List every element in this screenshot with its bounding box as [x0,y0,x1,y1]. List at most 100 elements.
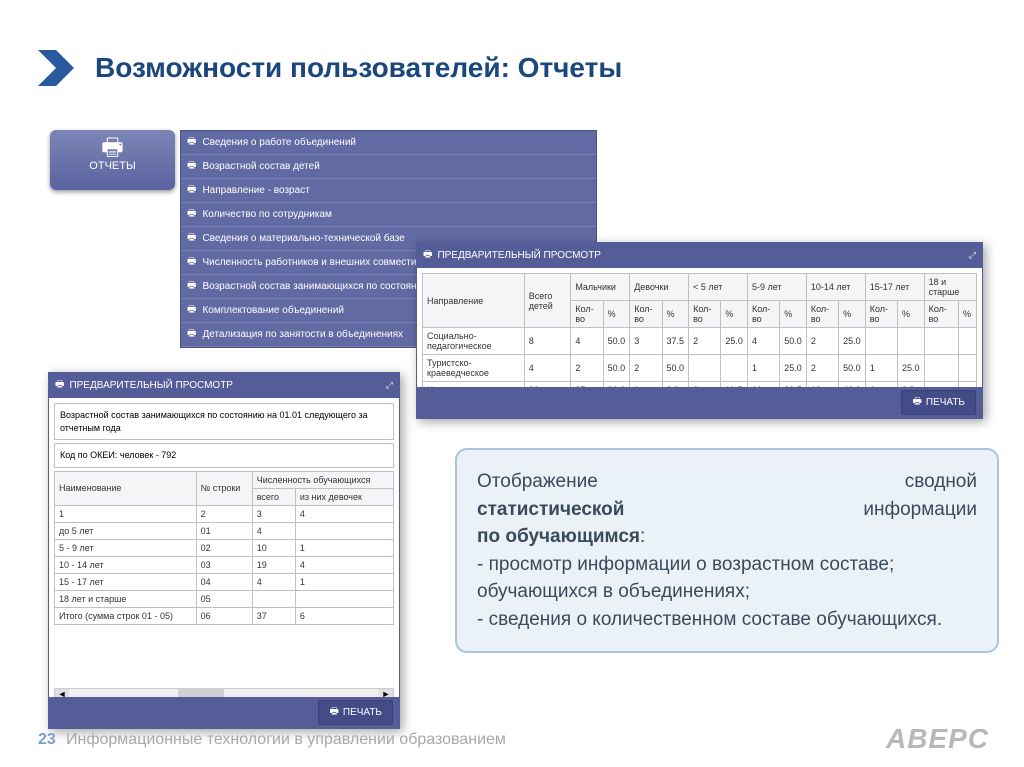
cell: 3 [252,505,295,522]
cell: 25.0 [839,328,866,355]
cell: 2 [630,355,662,382]
cell: Социально-педагогическое [423,328,525,355]
cell: 50.0 [780,328,807,355]
printer-icon: 🖶 [50,136,175,160]
table-container: Возрастной состав занимающихся по состоя… [49,398,399,698]
page-number: 23 [38,731,56,749]
th: Численность обучающихся [252,471,393,488]
cell [295,590,393,607]
th: Кол-во [689,301,721,328]
cell: 25.0 [898,355,925,382]
th: всего [252,488,295,505]
cell: 15 - 17 лет [55,573,197,590]
table-row: Социально-педагогическое 8 450.0 337.5 2… [423,328,977,355]
th: 5-9 лет [747,274,806,301]
th: Кол-во [865,301,897,328]
cell: 50.0 [603,355,630,382]
menu-item[interactable]: 🖶Количество по сотрудникам [181,203,596,227]
cell: 06 [196,607,252,624]
cell: 25.0 [721,328,748,355]
menu-item-label: Возрастной состав детей [202,161,319,172]
table-row: Итого (сумма строк 01 - 05)06376 [55,607,394,624]
menu-item[interactable]: 🖶 Направление - возраст [181,179,596,203]
cell [924,355,958,382]
table-row: 10 - 14 лет03194 [55,556,394,573]
th: 10-14 лет [806,274,865,301]
maximize-icon[interactable]: ⤢ [969,250,976,261]
th: Наименование [55,471,197,505]
cell [958,355,976,382]
printer-icon: 🖶 [187,302,196,319]
print-button[interactable]: 🖶 ПЕЧАТЬ [901,390,976,415]
printer-icon: 🖶 [55,377,64,394]
titlebar: 🖶 ПРЕДВАРИТЕЛЬНЫЙ ПРОСМОТР ⤢ [417,243,982,268]
cell: 18 лет и старше [55,590,197,607]
menu-item-label: Сведения о материально-технической базе [202,233,404,244]
info-text: статистической [477,496,624,524]
cell: 02 [196,539,252,556]
print-label: ПЕЧАТЬ [926,397,965,408]
cell: 2 [689,328,721,355]
info-text: информации [863,496,977,524]
th: Мальчики [571,274,630,301]
print-label: ПЕЧАТЬ [343,707,382,718]
cell: 50.0 [603,328,630,355]
cell: 2 [806,355,838,382]
reports-label: ОТЧЕТЫ [50,160,175,172]
titlebar: 🖶 ПРЕДВАРИТЕЛЬНЫЙ ПРОСМОТР ⤢ [49,373,399,398]
cell: 10 - 14 лет [55,556,197,573]
cell: 37.5 [662,328,689,355]
cell: 37 [252,607,295,624]
cell: 8 [524,328,571,355]
th: % [839,301,866,328]
menu-item[interactable]: 🖶Сведения о работе объединений [181,131,596,155]
preview-window-left: 🖶 ПРЕДВАРИТЕЛЬНЫЙ ПРОСМОТР ⤢ Возрастной … [48,372,400,729]
reports-button[interactable]: 🖶 ОТЧЕТЫ [50,130,175,190]
cell: 4 [747,328,779,355]
cell [252,590,295,607]
cell: 10 [252,539,295,556]
printer-icon: 🖶 [187,182,196,199]
maximize-icon[interactable]: ⤢ [386,380,393,391]
th: Кол-во [630,301,662,328]
cell: 05 [196,590,252,607]
table-row: 15 - 17 лет0441 [55,573,394,590]
cell [898,328,925,355]
cell: 03 [196,556,252,573]
th: 15-17 лет [865,274,924,301]
th: Девочки [630,274,689,301]
cell: 4 [571,328,603,355]
printer-icon: 🖶 [187,158,196,175]
window-title: ПРЕДВАРИТЕЛЬНЫЙ ПРОСМОТР [69,380,233,391]
cell: 1 [865,355,897,382]
th: % [662,301,689,328]
table-row: 5 - 9 лет02101 [55,539,394,556]
table-row: 18 лет и старше05 [55,590,394,607]
info-text: - сведения о количественном составе обуч… [477,606,977,634]
cell [958,328,976,355]
menu-item[interactable]: 🖶 Возрастной состав детей [181,155,596,179]
th: Кол-во [924,301,958,328]
age-table: Наименование № строки Численность обучаю… [54,471,394,625]
cell: 1 [295,539,393,556]
cell: 2 [571,355,603,382]
printer-icon: 🖶 [912,394,921,411]
th: Всего детей [524,274,571,328]
menu-item-label: Направление - возраст [202,185,309,196]
cell: 1 [295,573,393,590]
cell: 01 [196,522,252,539]
menu-item-label: Детализация по занятости в объединениях [202,329,403,340]
th: № строки [196,471,252,505]
report-code: Код по ОКЕИ: человек - 792 [54,443,394,468]
th: < 5 лет [689,274,748,301]
th: 18 и старше [924,274,976,301]
cell: 2 [196,505,252,522]
slide-title: Возможности пользователей: Отчеты [95,52,622,84]
menu-item-label: Комплектование объединений [202,305,344,316]
cell: 4 [524,355,571,382]
th: % [721,301,748,328]
logo: АВЕРС [886,723,989,755]
th: из них девочек [295,488,393,505]
th: Направление [423,274,525,328]
print-button[interactable]: 🖶 ПЕЧАТЬ [318,700,393,725]
